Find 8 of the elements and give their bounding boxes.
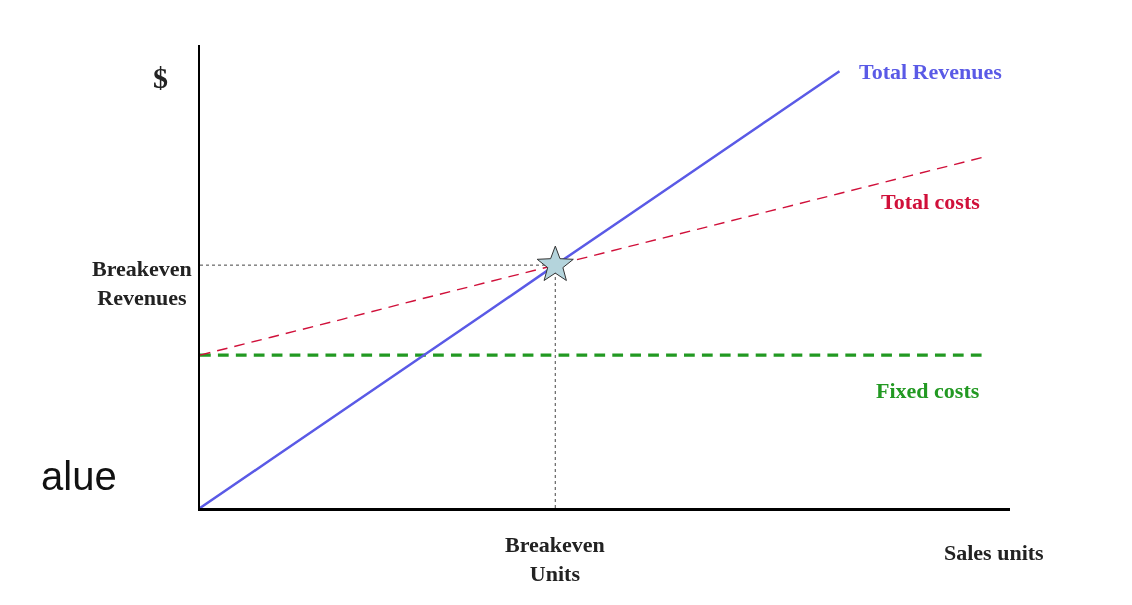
y-axis-title: $ — [153, 61, 168, 94]
ref-line-label: Breakeven Revenues — [92, 256, 192, 310]
text: Breakeven Units — [505, 532, 605, 586]
x-axis-title: Sales units — [944, 540, 1045, 565]
series-label: Total Revenues — [859, 59, 1003, 84]
series-label: Fixed costs — [876, 378, 980, 403]
text: alue — [41, 454, 117, 498]
series-label: Total costs — [881, 189, 981, 214]
